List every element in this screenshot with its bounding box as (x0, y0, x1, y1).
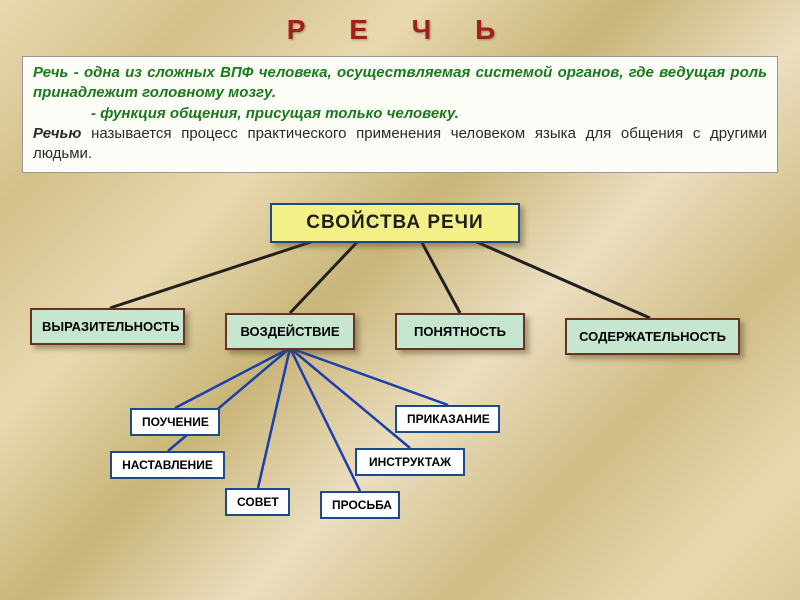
root-node: СВОЙСТВА РЕЧИ (270, 203, 520, 243)
sub-node-0: ПОУЧЕНИЕ (130, 408, 220, 436)
def1-prefix: Речь (33, 64, 68, 81)
def3-rest: называется процесс практического примене… (33, 125, 767, 162)
property-node-3: СОДЕРЖАТЕЛЬНОСТЬ (565, 318, 740, 355)
def2: - функция общения, присущая только челов… (33, 104, 767, 124)
sub-node-1: НАСТАВЛЕНИЕ (110, 451, 225, 479)
sub-node-4: ИНСТРУКТАЖ (355, 448, 465, 476)
page-title: Р Е Ч Ь (0, 0, 800, 52)
diagram-area: СВОЙСТВА РЕЧИ ВЫРАЗИТЕЛЬНОСТЬ ВОЗДЕЙСТВИЕ П… (0, 173, 800, 553)
property-node-0: ВЫРАЗИТЕЛЬНОСТЬ (30, 308, 185, 345)
sub-node-5: ПРИКАЗАНИЕ (395, 405, 500, 433)
def3-prefix: Речью (33, 125, 81, 142)
definition-box: Речь - одна из сложных ВПФ человека, осу… (22, 56, 778, 173)
def1-rest: - одна из сложных ВПФ человека, осуществ… (33, 64, 767, 101)
sub-node-2: СОВЕТ (225, 488, 290, 516)
property-node-2: ПОНЯТНОСТЬ (395, 313, 525, 350)
property-node-1: ВОЗДЕЙСТВИЕ (225, 313, 355, 350)
sub-node-3: ПРОСЬБА (320, 491, 400, 519)
